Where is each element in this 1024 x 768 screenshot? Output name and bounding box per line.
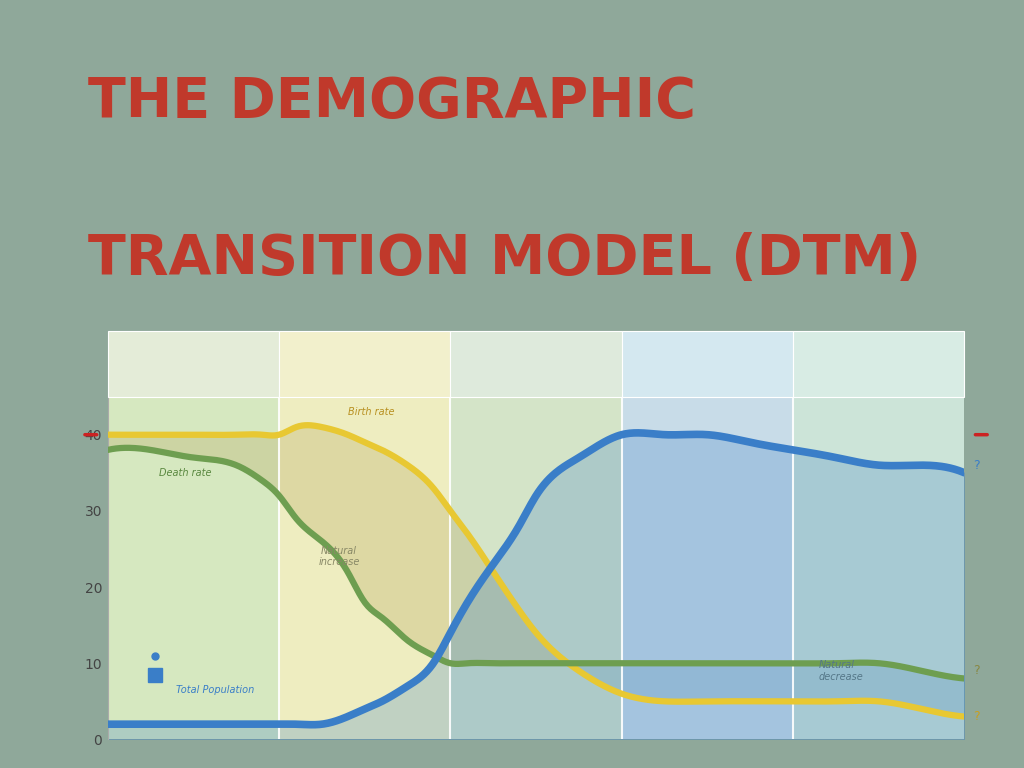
Text: Low Stationary: Low Stationary [666,373,749,383]
Text: Stage 4: Stage 4 [681,343,734,356]
Bar [793,396,965,740]
Bar [622,396,793,740]
Text: ?: ? [973,458,980,472]
Text: Stage 2: Stage 2 [338,343,391,356]
Bar [280,396,451,740]
Text: Birth rate: Birth rate [347,407,394,417]
Text: Death rate: Death rate [159,468,212,478]
Text: TRANSITION MODEL (DTM): TRANSITION MODEL (DTM) [88,232,922,286]
Text: Declining?: Declining? [850,373,908,383]
Text: ?: ? [973,710,980,723]
Text: High stationary: High stationary [151,373,237,383]
Text: Stage 3: Stage 3 [509,343,563,356]
Text: ?: ? [973,664,980,677]
Text: Natural
decrease: Natural decrease [819,660,863,682]
Bar [108,396,280,740]
Text: Total Population: Total Population [176,685,255,695]
Text: Stage 1: Stage 1 [167,343,220,356]
Bar [451,396,622,740]
Text: Stage 5?: Stage 5? [849,343,909,356]
Text: Early expanding: Early expanding [319,373,410,383]
Text: Natural
increase: Natural increase [318,546,359,568]
Text: THE DEMOGRAPHIC: THE DEMOGRAPHIC [88,75,696,129]
Text: Late expanding: Late expanding [493,373,580,383]
